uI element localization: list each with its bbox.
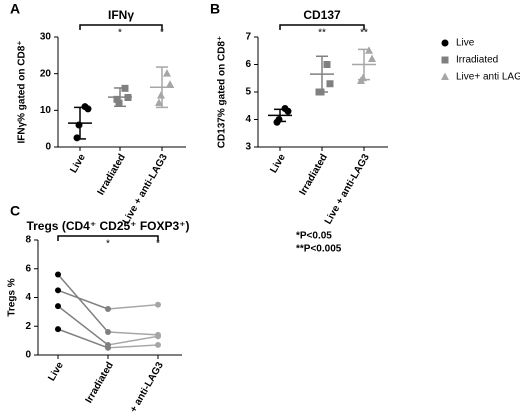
x-tick-label: Live: [46, 360, 66, 383]
data-point: [73, 134, 81, 142]
data-point: [155, 98, 163, 106]
data-point: [273, 118, 281, 126]
data-point: [155, 333, 161, 340]
significance-mark: *: [160, 28, 164, 39]
y-tick-label: 5: [245, 87, 251, 98]
series-segment: [107, 331, 159, 336]
data-point: [284, 107, 292, 115]
data-point: [124, 94, 132, 101]
y-axis-label: CD137% gated on CD8⁺: [217, 36, 228, 149]
data-point: [55, 271, 61, 278]
data-point: [368, 54, 376, 62]
data-point: [75, 121, 83, 129]
data-point: [365, 46, 373, 54]
y-tick-label: 3: [245, 142, 251, 153]
chart-title: IFNγ: [108, 8, 134, 22]
panel-letter: A: [10, 1, 20, 17]
data-point: [115, 99, 123, 107]
panel-letter: C: [10, 203, 20, 219]
significance-mark: **: [318, 28, 326, 39]
data-point: [55, 303, 61, 310]
y-tick-label: 0: [45, 142, 51, 153]
significance-mark: **: [360, 28, 368, 39]
data-point: [157, 91, 165, 99]
y-tick-label: 30: [40, 32, 52, 43]
note: **P<0.005: [296, 244, 342, 255]
data-point: [121, 84, 129, 92]
y-tick-label: 0: [25, 350, 31, 361]
series-segment: [57, 328, 109, 349]
series-segment: [107, 344, 159, 349]
data-point: [55, 326, 61, 333]
panel-letter: B: [210, 1, 220, 17]
data-point: [84, 105, 92, 113]
series-segment: [107, 335, 159, 346]
x-tick-label: Live + anti-LAG3: [117, 360, 166, 414]
series-segment: [107, 303, 159, 310]
data-point: [155, 301, 161, 308]
data-point: [357, 76, 365, 84]
x-tick-label: Live + anti-LAG3: [121, 152, 170, 226]
significance-bracket: [279, 24, 365, 30]
legend-label: Irradiated: [456, 55, 498, 66]
data-point: [105, 344, 111, 351]
data-point: [55, 287, 61, 294]
x-tick-label: Irradiated: [96, 152, 128, 197]
y-tick-label: 7: [245, 32, 251, 43]
legend-label: Live+ anti LAG3: [456, 72, 520, 83]
significance-mark: *: [156, 239, 160, 250]
data-point: [166, 80, 174, 88]
y-axis-label: Tregs %: [7, 278, 18, 316]
significance-bracket: [57, 235, 159, 241]
data-point: [113, 95, 121, 103]
legend-marker: [441, 56, 449, 64]
y-tick-label: 4: [25, 292, 31, 303]
data-point: [326, 80, 334, 88]
chart-title: CD137: [303, 8, 341, 22]
y-tick-label: 20: [40, 68, 52, 79]
x-tick-label: Live + anti-LAG3: [323, 152, 372, 226]
x-tick-label: Live: [68, 152, 88, 175]
x-tick-label: Irradiated: [298, 152, 330, 197]
y-tick-label: 6: [245, 59, 251, 70]
legend-marker: [441, 72, 449, 80]
significance-mark: *: [118, 28, 122, 39]
legend-label: Live: [456, 38, 475, 49]
y-axis-label: IFNγ% gated on CD8⁺: [17, 40, 28, 143]
legend-marker: [441, 39, 449, 47]
data-point: [163, 69, 171, 77]
significance-bracket: [79, 24, 163, 30]
x-tick-label: Live: [268, 152, 288, 175]
x-tick-label: Irradiated: [84, 360, 116, 405]
y-tick-label: 2: [25, 321, 31, 332]
data-point: [155, 341, 161, 348]
series-segment: [57, 274, 109, 333]
series-segment: [57, 305, 109, 346]
data-point: [105, 329, 111, 335]
y-tick-label: 4: [245, 114, 251, 125]
chart-title: Tregs (CD4⁺ CD25⁺ FOXP3⁺): [26, 219, 189, 233]
y-tick-label: 6: [25, 263, 31, 274]
data-point: [105, 306, 111, 312]
significance-mark: *: [106, 239, 110, 250]
series-segment: [57, 289, 109, 310]
y-tick-label: 10: [40, 105, 52, 116]
data-point: [315, 88, 323, 96]
data-point: [323, 61, 331, 68]
y-tick-label: 8: [25, 235, 31, 246]
note: *P<0.05: [296, 231, 332, 242]
